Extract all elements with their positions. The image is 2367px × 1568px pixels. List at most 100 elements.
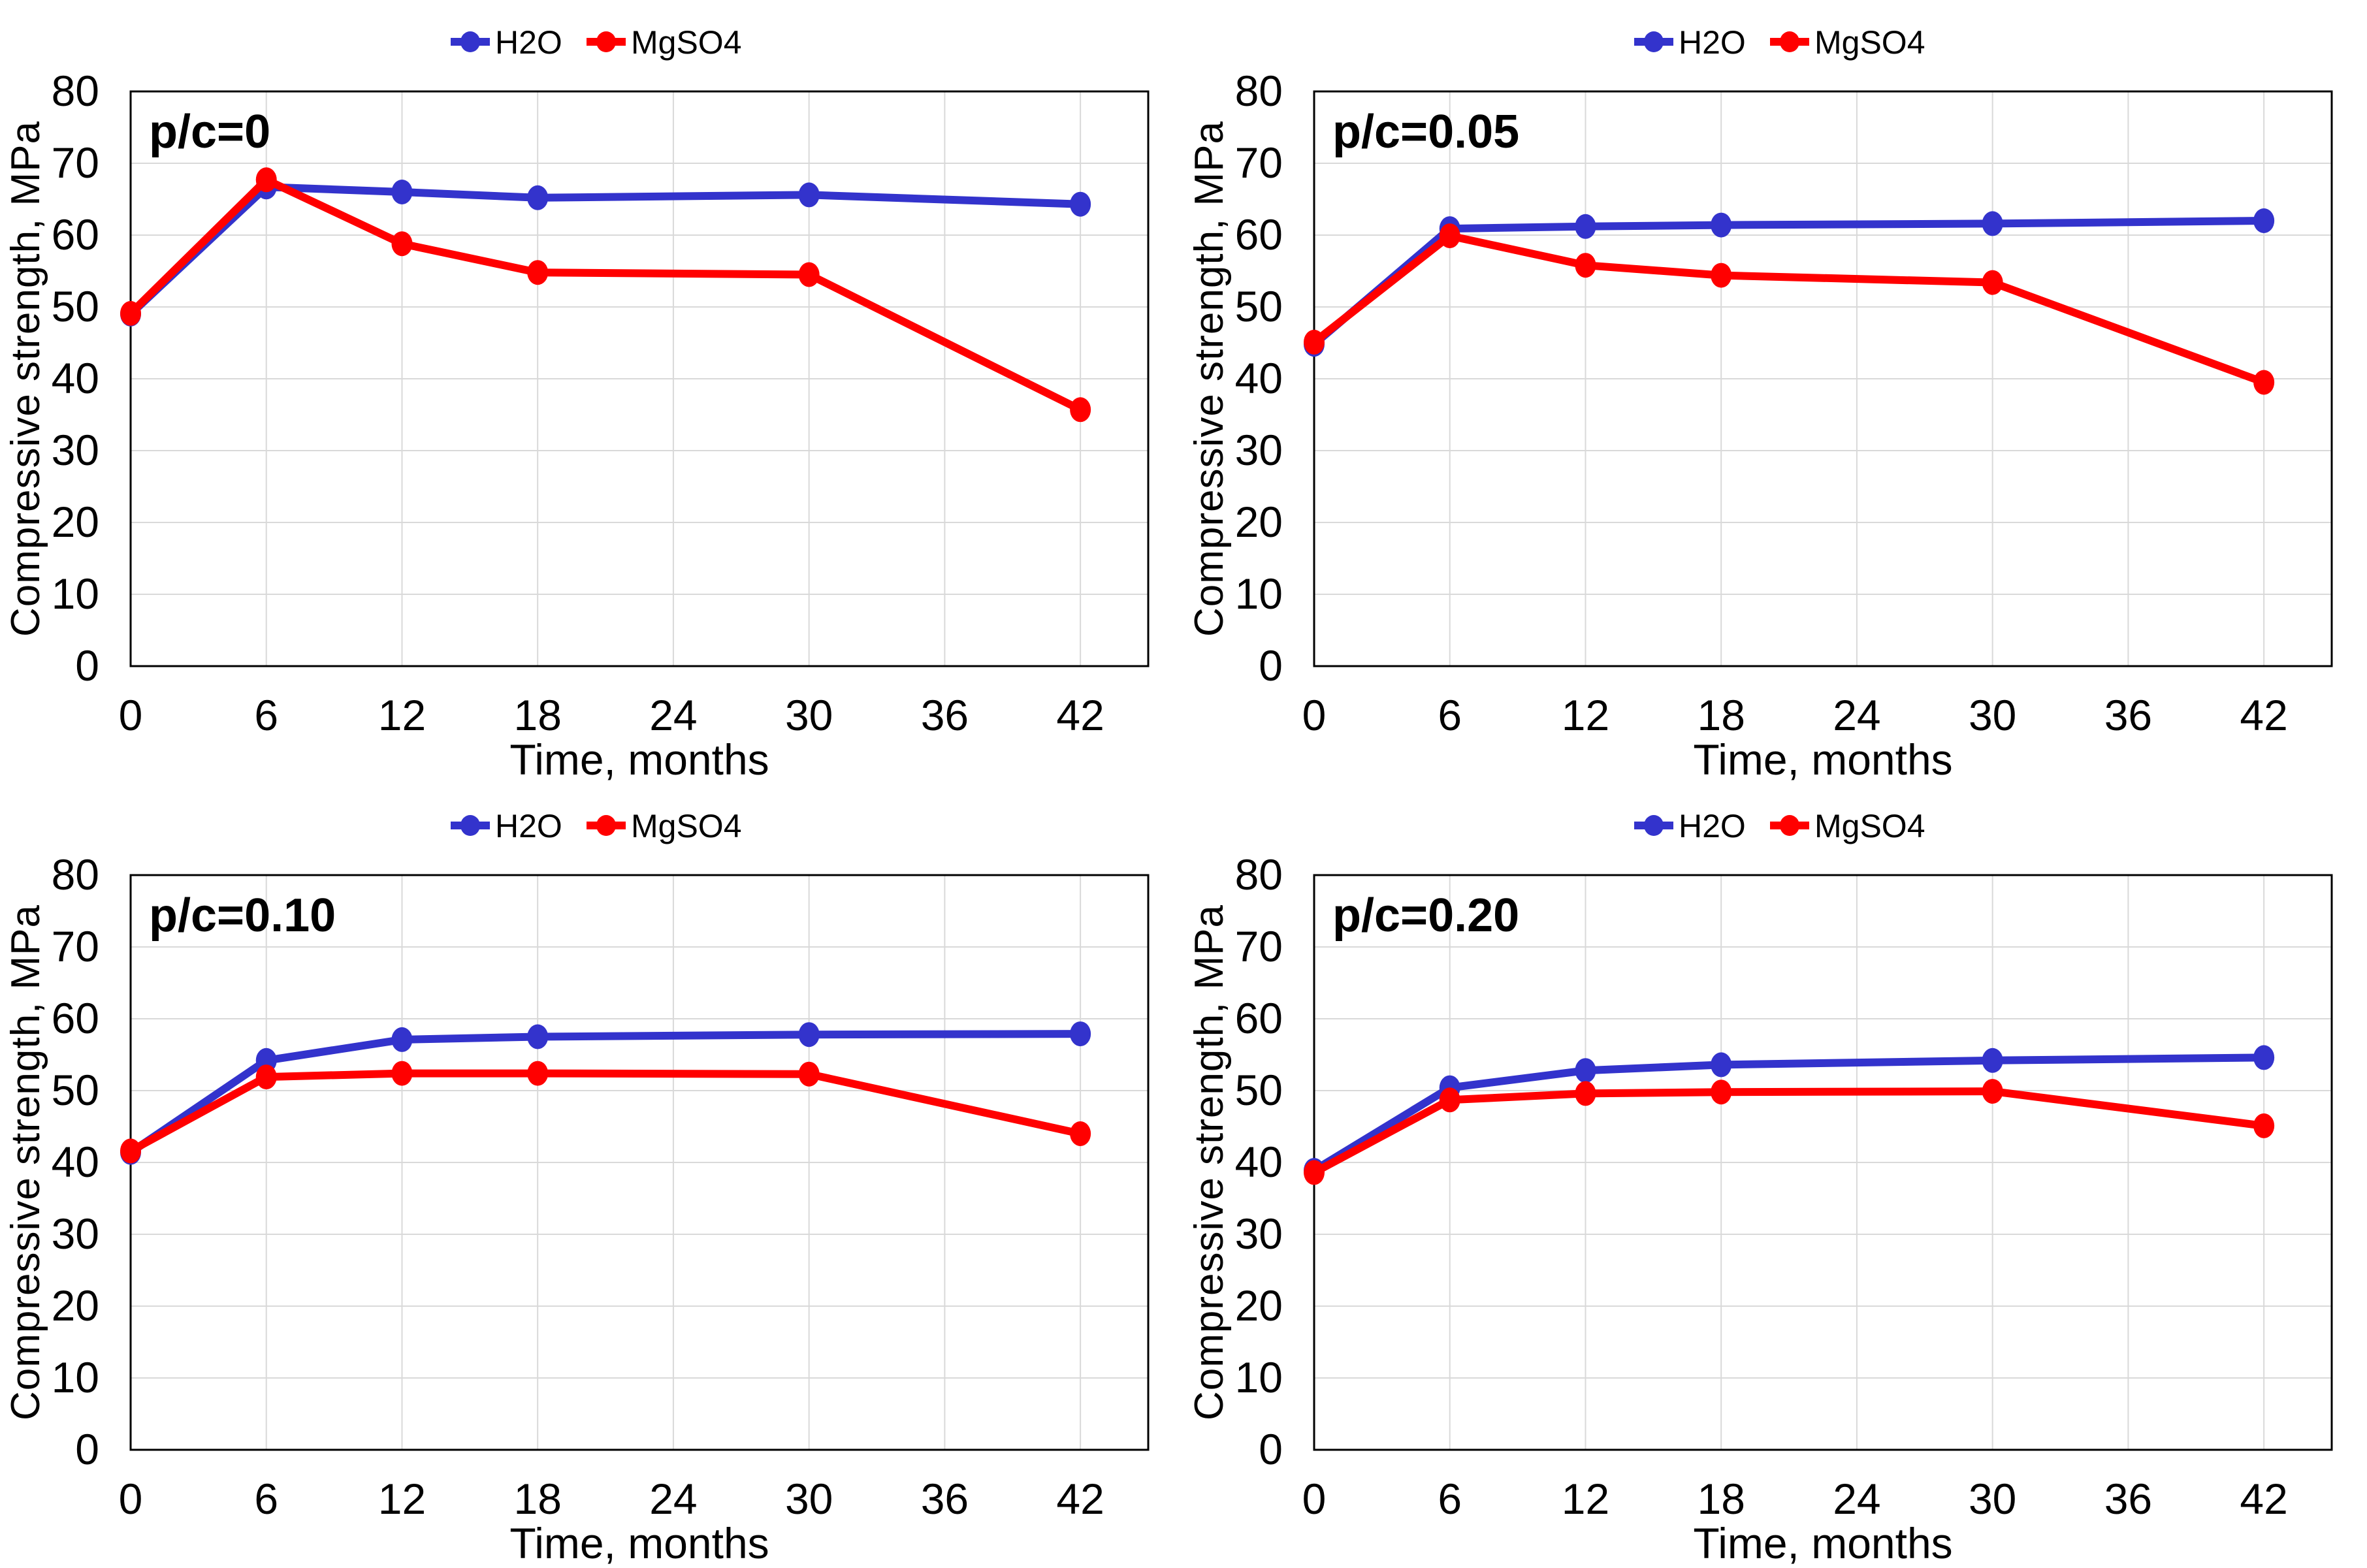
y-tick-label: 80 (52, 850, 99, 899)
mgso4-data-point-marker (2253, 370, 2275, 395)
x-tick-label: 24 (1833, 691, 1880, 739)
panel-label: p/c=0.20 (1332, 889, 1519, 942)
plot-area: 0 10 20 30 40 50 60 70 80 0 6 12 18 24 30 36 42 (52, 850, 1150, 1523)
plot-border (129, 90, 1150, 667)
y-tick-label: 0 (1259, 1425, 1283, 1473)
x-tick-label: 24 (649, 1475, 697, 1523)
x-tick-label: 6 (1438, 691, 1462, 739)
chart-panel-pc005: 0 10 20 30 40 50 60 70 80 0 6 12 18 24 30 36 42 H2O MgSO… (1184, 0, 2367, 784)
h2o-data-point-marker (1575, 214, 1596, 239)
x-tick-label: 18 (513, 1475, 561, 1523)
y-tick-label: 50 (52, 282, 99, 330)
h2o-legend-marker-icon (1644, 815, 1664, 836)
mgso4-legend-marker-icon (596, 31, 616, 52)
legend-label-mgso4: MgSO4 (1814, 24, 1925, 61)
h2o-data-point-marker (1070, 1021, 1091, 1047)
mgso4-data-point-marker (1439, 223, 1460, 249)
mgso4-data-point-marker (1575, 1081, 1596, 1106)
x-tick-label: 42 (1056, 1475, 1104, 1523)
mgso4-data-point-marker (1304, 329, 1325, 355)
mgso4-data-point-marker (120, 1138, 141, 1164)
chart-panel-pc020: 0 10 20 30 40 50 60 70 80 0 6 12 18 24 30 36 42 H2O MgSO… (1184, 784, 2367, 1567)
x-tick-label: 18 (1697, 1475, 1745, 1523)
x-tick-label: 0 (119, 1475, 143, 1523)
h2o-data-point-marker (1982, 1048, 2003, 1073)
mgso4-data-point-marker (120, 300, 141, 326)
y-axis-title: Compressive strength, MPa (3, 121, 48, 637)
legend-label-h2o: H2O (1679, 24, 1746, 61)
panel-label: p/c=0 (149, 106, 270, 158)
panel-label: p/c=0.05 (1332, 106, 1519, 158)
mgso4-data-point-marker (1982, 270, 2003, 295)
chart-panel-pc010: 0 10 20 30 40 50 60 70 80 0 6 12 18 24 30 36 42 H2O MgSO… (0, 784, 1184, 1567)
y-tick-label: 50 (1235, 282, 1283, 330)
x-tick-label: 36 (2104, 1475, 2152, 1523)
x-tick-label: 6 (1438, 1475, 1462, 1523)
y-tick-label: 10 (1235, 569, 1283, 618)
legend-label-h2o: H2O (495, 24, 562, 61)
y-tick-label: 60 (1235, 994, 1283, 1042)
y-tick-label: 70 (1235, 922, 1283, 970)
h2o-data-point-marker (1070, 191, 1091, 217)
y-tick-label: 70 (52, 922, 99, 970)
mgso4-data-point-marker (1711, 263, 1732, 288)
h2o-data-point-marker (391, 180, 413, 204)
mgso4-data-point-marker (1439, 1087, 1460, 1113)
y-tick-label: 50 (1235, 1066, 1283, 1114)
mgso4-data-point-marker (1070, 1121, 1091, 1146)
legend-label-mgso4: MgSO4 (631, 808, 742, 844)
mgso4-data-point-marker (1575, 253, 1596, 278)
h2o-data-point-marker (1711, 1052, 1732, 1078)
y-tick-label: 50 (52, 1066, 99, 1114)
panel-label: p/c=0.10 (149, 889, 336, 942)
h2o-data-point-marker (391, 1027, 413, 1052)
h2o-data-point-marker (2253, 208, 2275, 233)
y-tick-label: 80 (52, 67, 99, 115)
x-tick-label: 12 (378, 1475, 426, 1523)
y-tick-label: 60 (1235, 210, 1283, 259)
y-axis-title: Compressive strength, MPa (1187, 904, 1232, 1420)
h2o-data-point-marker (2253, 1045, 2275, 1070)
h2o-data-point-marker (1575, 1058, 1596, 1083)
y-tick-label: 40 (1235, 1138, 1283, 1186)
h2o-series-line (127, 1030, 1085, 1157)
y-tick-label: 10 (52, 1353, 99, 1401)
line-chart-pc010: 0 10 20 30 40 50 60 70 80 0 6 12 18 24 30 36 42 H2O MgSO… (3, 808, 1150, 1567)
x-tick-label: 42 (2240, 1475, 2287, 1523)
mgso4-series-line (127, 176, 1085, 414)
y-tick-label: 20 (1235, 498, 1283, 546)
x-tick-label: 0 (119, 691, 143, 739)
h2o-series-line (1310, 217, 2268, 349)
line-chart-pc020: 0 10 20 30 40 50 60 70 80 0 6 12 18 24 30 36 42 H2O MgSO… (1187, 808, 2333, 1567)
x-tick-label: 6 (254, 1475, 278, 1523)
x-tick-label: 30 (785, 1475, 833, 1523)
mgso4-data-point-marker (527, 1061, 549, 1086)
y-tick-label: 0 (1259, 641, 1283, 690)
x-tick-label: 12 (1562, 691, 1609, 739)
y-tick-label: 30 (52, 426, 99, 474)
plot-area: 0 10 20 30 40 50 60 70 80 0 6 12 18 24 30 36 42 (52, 67, 1150, 739)
x-axis-title: Time, months (1693, 1519, 1952, 1567)
y-tick-label: 10 (1235, 1353, 1283, 1401)
y-tick-label: 30 (1235, 426, 1283, 474)
x-tick-label: 42 (2240, 691, 2287, 739)
mgso4-data-point-marker (1304, 1160, 1325, 1185)
mgso4-data-point-marker (1711, 1080, 1732, 1105)
y-tick-label: 20 (1235, 1281, 1283, 1330)
y-tick-label: 30 (1235, 1209, 1283, 1258)
x-tick-label: 42 (1056, 691, 1104, 739)
x-tick-label: 12 (1562, 1475, 1609, 1523)
h2o-data-point-marker (527, 1024, 549, 1049)
legend-label-h2o: H2O (495, 808, 562, 844)
h2o-legend-marker-icon (1644, 31, 1664, 52)
y-axis-title: Compressive strength, MPa (1187, 121, 1232, 637)
mgso4-series-line (1310, 232, 2268, 387)
plot-area: 0 10 20 30 40 50 60 70 80 0 6 12 18 24 30 36 42 (1235, 850, 2333, 1523)
x-tick-label: 36 (2104, 691, 2152, 739)
x-tick-label: 36 (921, 691, 969, 739)
x-tick-label: 30 (1969, 691, 2016, 739)
x-tick-label: 24 (649, 691, 697, 739)
mgso4-data-point-marker (527, 260, 549, 285)
y-tick-label: 80 (1235, 850, 1283, 899)
y-tick-label: 80 (1235, 67, 1283, 115)
